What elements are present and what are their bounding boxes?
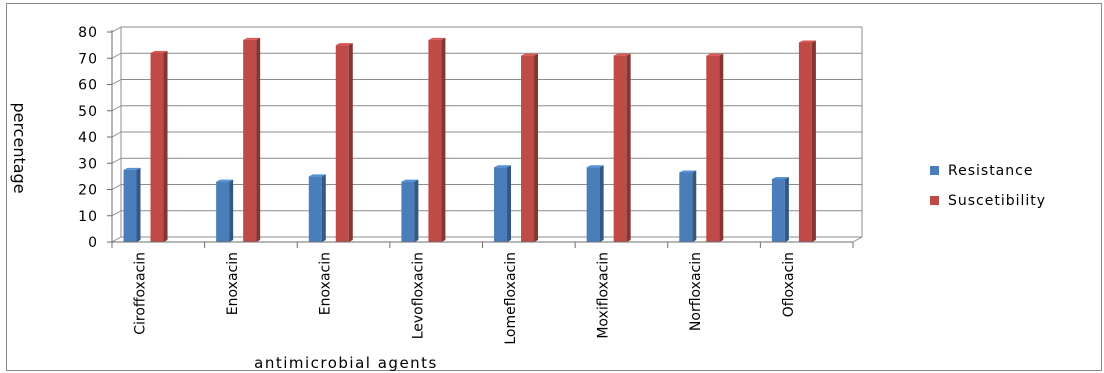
bar-side [507,165,512,242]
legend-label-resistance: Resistance [948,163,1033,179]
bar-top [150,51,168,53]
bar-top [679,170,697,173]
x-axis-title: antimicrobial agents [254,354,438,372]
legend-swatch-suscetibility [930,196,939,205]
bar-side [348,43,353,242]
x-tick-label: Lomefloxacin [503,252,519,345]
y-tick-labels: 0 10 20 30 40 50 60 70 80 [78,25,98,251]
bar-top [586,165,604,168]
y-tick-label: 60 [78,78,98,94]
y-tick-label: 80 [78,25,98,41]
bar-resistance [216,181,230,242]
gridline-depth [111,52,122,59]
gridline-depth [111,236,122,243]
x-tick-label: Enoxacin [318,252,334,315]
y-tick-label: 20 [78,183,98,199]
bar-top [521,53,539,56]
bar-side [599,165,604,242]
legend: Resistance Suscetibility [930,163,1046,209]
y-tick-label: 30 [78,156,98,172]
gridline-depth [111,79,122,85]
y-tick-label: 50 [78,104,98,120]
bar-side [626,53,631,242]
bar-suscetibility [798,42,812,242]
gridline-depth [111,105,122,112]
bar-top [613,53,631,56]
legend-label-suscetibility: Suscetibility [948,193,1046,209]
bar-series [123,37,816,242]
bar-side [414,179,419,242]
y-tick-label: 0 [88,235,98,251]
bar-resistance [586,167,600,242]
bar-side [719,53,724,242]
x-tick-label: Levofloxacin [410,252,426,339]
bar-suscetibility [150,53,164,242]
chart-frame [6,3,1102,371]
x-tick-label: Moxifloxacin [596,252,612,339]
y-tick-label: 70 [78,51,98,67]
bar-top [494,165,512,168]
gridline-depth [111,157,122,164]
bar-side [811,40,816,242]
y-tick-label: 10 [78,209,98,225]
x-tick-label: Ciroffoxacin [132,252,148,335]
bar-suscetibility [335,45,349,242]
y-axis-title: percentage [10,102,29,193]
bar-side [321,174,326,242]
gridline-depth [111,26,122,33]
y-tick-label: 40 [78,130,98,146]
bar-resistance [308,176,322,242]
bar-side [441,37,446,242]
bar-resistance [123,169,137,242]
x-tick-label: Ofloxacin [781,252,797,317]
bar-side [692,170,697,242]
bar-top [798,40,816,43]
x-tick-label: Norfloxacin [688,252,704,331]
bar-side [784,177,789,242]
bar-suscetibility [706,55,720,242]
bar-top [335,43,353,46]
bar-top [771,177,789,179]
axes [107,30,854,248]
bar-suscetibility [243,39,257,242]
x-tick-labels: Ciroffoxacin Enoxacin Enoxacin Levofloxacin… [132,252,796,345]
bar-top [308,174,326,177]
bar-suscetibility [613,55,627,242]
bar-side [534,53,539,242]
bar-suscetibility [521,55,535,242]
bar-suscetibility [428,39,442,242]
bar-side [256,37,261,242]
bar-resistance [679,172,693,242]
bar-top [123,167,141,170]
bar-top [428,37,446,40]
gridline-depth [111,184,122,190]
bar-side [136,167,141,242]
bar-top [706,53,724,56]
bar-top [243,37,261,40]
x-tick-label: Enoxacin [225,252,241,315]
bar-resistance [771,179,785,242]
bar-side [229,179,234,242]
legend-swatch-resistance [930,166,939,175]
bar-top [401,179,419,182]
floor-right [852,236,863,243]
gridline-depth [111,131,122,138]
bar-side [163,51,168,242]
bar-top [216,179,234,182]
bar-resistance [494,167,508,242]
bar-resistance [401,181,415,242]
gridline-depth [111,210,122,217]
